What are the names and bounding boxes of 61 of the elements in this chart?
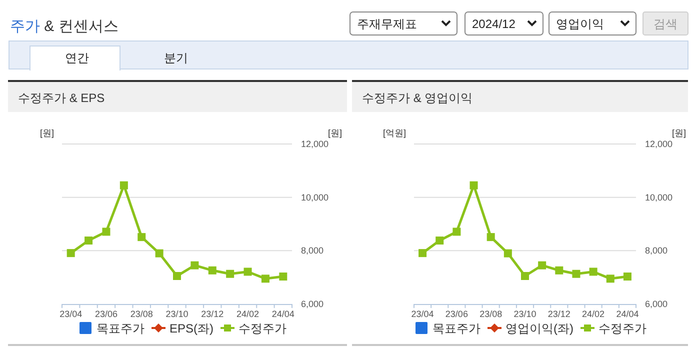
point (226, 270, 234, 278)
point (623, 272, 632, 281)
x-tick-label: 23/04 (60, 309, 82, 319)
legend-label: 영업이익(좌) (506, 322, 574, 336)
legend-label: 목표주가 (432, 322, 480, 336)
y2-tick-label: 12,000 (645, 139, 673, 149)
x-tick-label: 23/06 (94, 309, 118, 319)
point (589, 268, 598, 276)
x-tick-label: 23/10 (166, 309, 188, 319)
legend-label: 목표주가 (96, 322, 144, 336)
point (190, 261, 199, 270)
point (486, 233, 495, 242)
point (538, 261, 546, 270)
x-tick-label: 24/02 (582, 309, 605, 319)
point (452, 228, 461, 236)
y2-axis-title: [원] (672, 128, 686, 138)
y2-tick-label: 8,000 (301, 246, 324, 256)
y-axis-title: [억원] (382, 128, 406, 138)
x-tick-label: 23/10 (514, 309, 536, 319)
point (606, 274, 614, 283)
x-tick-label: 24/04 (616, 309, 639, 319)
point (470, 181, 478, 190)
x-tick-label: 23/12 (548, 309, 570, 319)
x-tick-label: 23/08 (480, 309, 502, 319)
x-tick-label: 23/08 (130, 309, 153, 319)
point (155, 249, 164, 258)
x-tick-label: 24/04 (272, 309, 294, 319)
x-tick-label: 23/04 (411, 309, 434, 319)
point (521, 272, 529, 280)
legend-label: 수정주가 (238, 322, 287, 336)
chart-title: 수정주가 & 영업이익 (362, 91, 473, 105)
y2-tick-label: 12,000 (301, 139, 329, 149)
point (244, 268, 252, 276)
point (279, 272, 288, 281)
y2-tick-label: 8,000 (645, 246, 668, 256)
point (66, 249, 75, 258)
y2-tick-label: 6,000 (645, 299, 668, 309)
point (436, 236, 444, 245)
point (138, 233, 146, 242)
point (555, 266, 564, 274)
x-tick-label: 23/12 (201, 309, 224, 319)
point (261, 274, 270, 283)
chart-title: 수정주가 & EPS (18, 91, 105, 105)
x-tick-label: 23/06 (445, 309, 468, 319)
y2-tick-label: 10,000 (645, 192, 673, 202)
y2-axis-title: [원] (328, 128, 342, 138)
point (572, 270, 580, 278)
point (173, 272, 181, 280)
point (84, 236, 93, 245)
legend-label: 수정주가 (598, 322, 646, 336)
y-axis-title: [원] (40, 128, 54, 138)
y2-tick-label: 6,000 (301, 299, 324, 309)
point (102, 228, 110, 236)
y2-tick-label: 10,000 (301, 192, 329, 202)
point (418, 249, 427, 258)
point (208, 266, 216, 274)
page-header: 주가 & 컨센서스 주재무제표 2024/12 영업이익 검색 연간 분기 (8, 12, 688, 71)
point (504, 249, 512, 258)
point (120, 181, 128, 190)
legend-label: EPS(좌) (169, 322, 214, 336)
x-tick-label: 24/02 (236, 309, 260, 319)
